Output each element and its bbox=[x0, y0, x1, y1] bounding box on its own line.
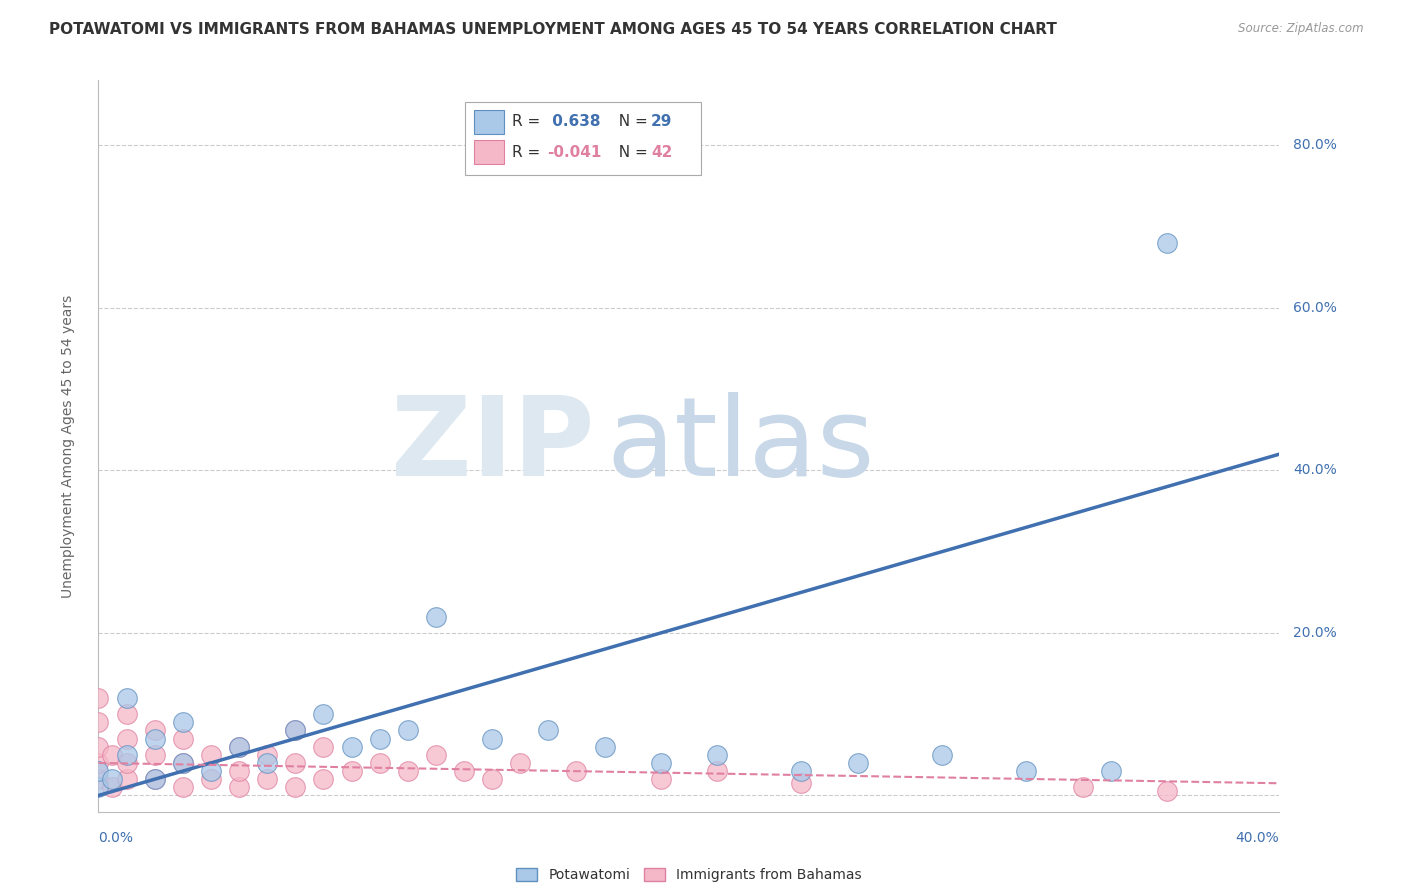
Point bbox=[115, 747, 138, 762]
Point bbox=[87, 756, 110, 770]
Point bbox=[481, 772, 503, 787]
Point bbox=[228, 739, 250, 754]
Point bbox=[115, 756, 138, 770]
Point bbox=[256, 772, 278, 787]
Point bbox=[790, 776, 813, 790]
Legend: Potawatomi, Immigrants from Bahamas: Potawatomi, Immigrants from Bahamas bbox=[510, 863, 868, 888]
Point bbox=[284, 780, 307, 795]
Point bbox=[87, 780, 110, 795]
Point bbox=[284, 756, 307, 770]
Text: 0.0%: 0.0% bbox=[98, 831, 134, 846]
Text: atlas: atlas bbox=[606, 392, 875, 500]
Point bbox=[256, 747, 278, 762]
Point bbox=[284, 723, 307, 738]
Point bbox=[284, 723, 307, 738]
Point bbox=[650, 772, 672, 787]
Point bbox=[368, 756, 391, 770]
Text: N =: N = bbox=[609, 145, 652, 161]
Point bbox=[101, 780, 124, 795]
Text: ZIP: ZIP bbox=[391, 392, 595, 500]
Text: 0.638: 0.638 bbox=[547, 114, 600, 129]
Text: -0.041: -0.041 bbox=[547, 145, 602, 161]
Point bbox=[1156, 235, 1178, 250]
Text: N =: N = bbox=[609, 114, 652, 129]
Point bbox=[143, 772, 166, 787]
Point bbox=[172, 756, 194, 770]
Point bbox=[396, 723, 419, 738]
Point bbox=[425, 747, 447, 762]
Text: 60.0%: 60.0% bbox=[1294, 301, 1337, 315]
Text: R =: R = bbox=[512, 145, 546, 161]
Point bbox=[172, 715, 194, 730]
FancyBboxPatch shape bbox=[464, 103, 700, 176]
Point bbox=[115, 731, 138, 746]
Point bbox=[115, 707, 138, 722]
Point bbox=[1071, 780, 1094, 795]
Point bbox=[256, 756, 278, 770]
Point bbox=[312, 739, 335, 754]
Point bbox=[340, 739, 363, 754]
Point bbox=[453, 764, 475, 778]
Point bbox=[509, 756, 531, 770]
Point bbox=[593, 739, 616, 754]
Y-axis label: Unemployment Among Ages 45 to 54 years: Unemployment Among Ages 45 to 54 years bbox=[60, 294, 75, 598]
Point bbox=[537, 723, 560, 738]
Point bbox=[115, 690, 138, 705]
Point bbox=[565, 764, 588, 778]
Point bbox=[368, 731, 391, 746]
Point bbox=[650, 756, 672, 770]
Point bbox=[172, 731, 194, 746]
Text: 42: 42 bbox=[651, 145, 672, 161]
Point bbox=[1015, 764, 1038, 778]
Point bbox=[200, 747, 222, 762]
Text: POTAWATOMI VS IMMIGRANTS FROM BAHAMAS UNEMPLOYMENT AMONG AGES 45 TO 54 YEARS COR: POTAWATOMI VS IMMIGRANTS FROM BAHAMAS UN… bbox=[49, 22, 1057, 37]
Point bbox=[1156, 784, 1178, 798]
Text: 40.0%: 40.0% bbox=[1294, 463, 1337, 477]
Point bbox=[200, 772, 222, 787]
Text: 20.0%: 20.0% bbox=[1294, 626, 1337, 640]
Point bbox=[312, 772, 335, 787]
Point bbox=[143, 723, 166, 738]
Text: 40.0%: 40.0% bbox=[1236, 831, 1279, 846]
Text: 80.0%: 80.0% bbox=[1294, 138, 1337, 153]
Point bbox=[846, 756, 869, 770]
Text: 29: 29 bbox=[651, 114, 672, 129]
Point bbox=[101, 747, 124, 762]
Point bbox=[87, 764, 110, 778]
Point bbox=[1099, 764, 1122, 778]
Point bbox=[115, 772, 138, 787]
FancyBboxPatch shape bbox=[474, 140, 503, 164]
Point bbox=[481, 731, 503, 746]
Point bbox=[425, 609, 447, 624]
Point bbox=[340, 764, 363, 778]
Point bbox=[312, 707, 335, 722]
Point bbox=[87, 772, 110, 787]
Point bbox=[931, 747, 953, 762]
Point bbox=[87, 739, 110, 754]
Point bbox=[143, 747, 166, 762]
Point bbox=[101, 772, 124, 787]
Point bbox=[228, 780, 250, 795]
Text: R =: R = bbox=[512, 114, 546, 129]
Point bbox=[396, 764, 419, 778]
Point bbox=[143, 772, 166, 787]
FancyBboxPatch shape bbox=[474, 111, 503, 135]
Point bbox=[172, 756, 194, 770]
Point bbox=[706, 764, 728, 778]
Point bbox=[87, 690, 110, 705]
Text: Source: ZipAtlas.com: Source: ZipAtlas.com bbox=[1239, 22, 1364, 36]
Point bbox=[706, 747, 728, 762]
Point bbox=[228, 739, 250, 754]
Point bbox=[87, 715, 110, 730]
Point bbox=[143, 731, 166, 746]
Point bbox=[790, 764, 813, 778]
Point bbox=[200, 764, 222, 778]
Point bbox=[172, 780, 194, 795]
Point bbox=[228, 764, 250, 778]
